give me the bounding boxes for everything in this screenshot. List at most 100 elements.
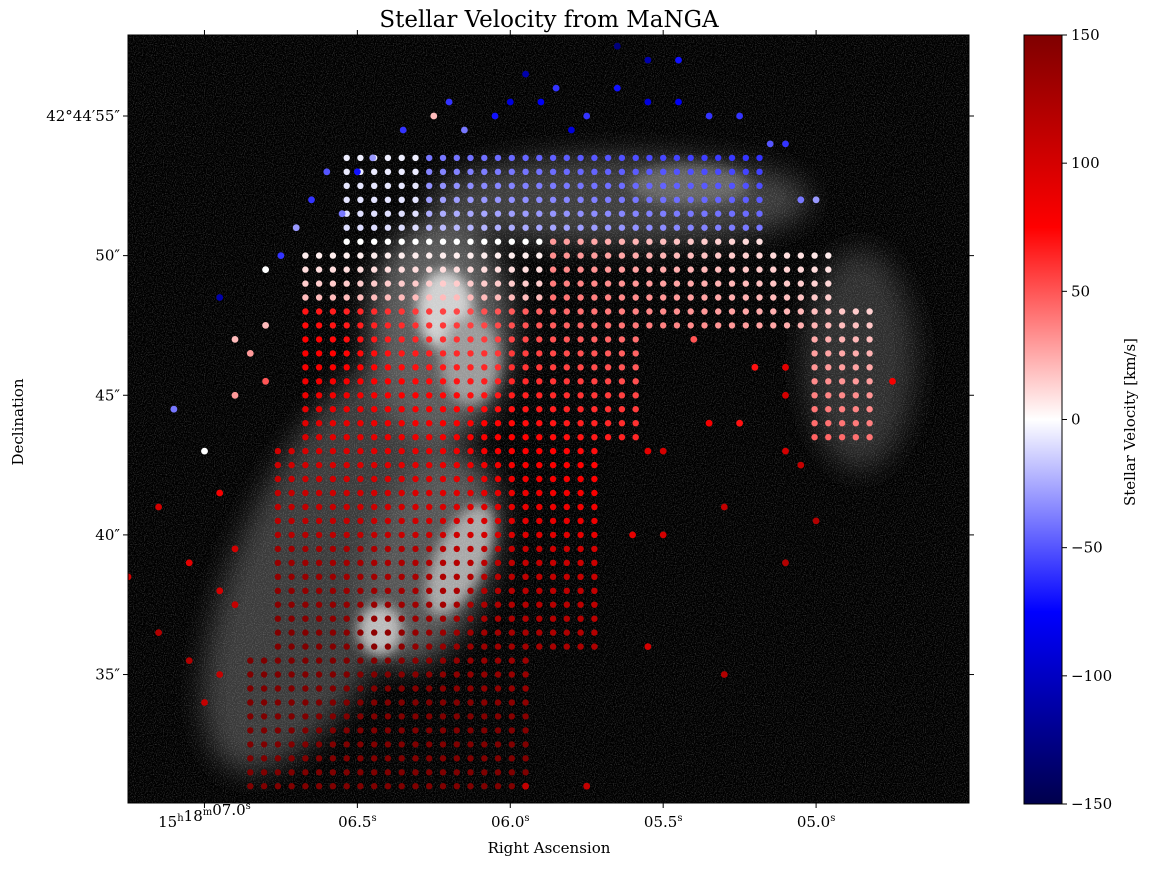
velocity-point xyxy=(357,364,364,371)
velocity-point xyxy=(329,489,337,497)
velocity-point xyxy=(632,406,639,413)
velocity-point xyxy=(549,378,557,385)
velocity-point xyxy=(838,322,846,329)
velocity-point xyxy=(577,420,584,427)
velocity-point xyxy=(343,615,350,622)
velocity-point xyxy=(577,266,584,273)
velocity-point xyxy=(371,475,378,483)
plot-frame xyxy=(127,34,970,804)
velocity-point xyxy=(453,420,460,427)
velocity-point xyxy=(687,210,694,217)
velocity-point xyxy=(384,587,392,594)
velocity-point xyxy=(412,238,419,245)
velocity-point xyxy=(508,783,515,790)
velocity-point xyxy=(866,350,873,357)
velocity-point xyxy=(577,461,584,469)
velocity-point xyxy=(384,517,392,525)
velocity-point xyxy=(343,238,350,245)
velocity-point xyxy=(522,252,529,259)
velocity-point xyxy=(522,489,529,497)
velocity-point xyxy=(577,308,584,315)
velocity-point xyxy=(467,685,474,692)
velocity-point xyxy=(371,489,378,497)
velocity-point xyxy=(577,294,584,301)
velocity-point xyxy=(494,559,502,566)
velocity-point xyxy=(577,196,584,203)
velocity-point xyxy=(467,601,474,608)
velocity-point xyxy=(494,769,502,776)
velocity-point xyxy=(384,741,392,748)
velocity-point xyxy=(247,685,254,692)
velocity-point xyxy=(288,517,295,525)
velocity-point xyxy=(481,615,488,622)
velocity-point xyxy=(783,280,791,287)
velocity-point xyxy=(715,294,722,301)
velocity-point xyxy=(357,238,364,245)
velocity-point xyxy=(412,489,419,497)
velocity-point xyxy=(577,601,584,608)
velocity-point xyxy=(371,741,378,748)
x-axis-label: Right Ascension xyxy=(488,839,611,857)
velocity-point xyxy=(371,629,378,636)
velocity-point xyxy=(453,224,460,231)
velocity-point xyxy=(453,755,460,762)
velocity-point xyxy=(613,42,621,50)
velocity-point xyxy=(797,294,804,301)
velocity-point xyxy=(604,252,612,259)
velocity-point xyxy=(481,196,488,203)
velocity-point xyxy=(494,783,502,790)
velocity-point xyxy=(288,783,295,790)
velocity-point xyxy=(323,168,331,176)
velocity-point xyxy=(288,713,295,720)
velocity-point xyxy=(522,461,529,469)
velocity-point xyxy=(632,364,639,371)
velocity-point xyxy=(811,336,818,343)
velocity-point xyxy=(398,378,405,385)
velocity-point xyxy=(398,420,405,427)
velocity-point xyxy=(494,699,502,706)
velocity-point xyxy=(549,196,557,203)
velocity-point xyxy=(736,112,743,120)
velocity-point xyxy=(687,308,694,315)
velocity-point xyxy=(384,392,392,399)
velocity-point xyxy=(315,671,323,678)
velocity-point xyxy=(467,503,474,511)
velocity-point xyxy=(439,601,447,608)
velocity-point xyxy=(549,587,557,594)
velocity-point xyxy=(412,210,419,217)
velocity-point xyxy=(315,434,323,441)
velocity-point xyxy=(604,322,612,329)
velocity-point xyxy=(439,350,447,357)
velocity-point xyxy=(604,378,612,385)
velocity-point xyxy=(646,196,653,203)
velocity-point xyxy=(357,713,364,720)
velocity-point xyxy=(618,294,626,301)
velocity-point xyxy=(494,671,502,678)
velocity-point xyxy=(508,587,515,594)
velocity-point xyxy=(343,741,350,748)
velocity-point xyxy=(398,657,405,664)
velocity-point xyxy=(481,294,488,301)
velocity-point xyxy=(329,643,337,650)
velocity-point xyxy=(825,266,832,273)
velocity-point xyxy=(398,741,405,748)
velocity-point xyxy=(426,545,433,553)
velocity-point xyxy=(536,615,543,622)
velocity-point xyxy=(536,252,543,259)
velocity-point xyxy=(329,671,337,678)
velocity-point xyxy=(481,461,488,469)
velocity-point xyxy=(439,769,447,776)
velocity-point xyxy=(467,783,474,790)
velocity-point xyxy=(644,643,652,650)
velocity-point xyxy=(260,755,268,762)
velocity-point xyxy=(384,238,392,245)
velocity-point xyxy=(632,238,639,245)
velocity-point xyxy=(536,531,543,539)
velocity-point xyxy=(522,378,529,385)
velocity-point xyxy=(660,182,667,189)
velocity-point xyxy=(302,741,309,748)
velocity-point xyxy=(481,280,488,287)
velocity-point xyxy=(536,629,543,636)
velocity-point xyxy=(522,447,529,455)
velocity-point xyxy=(315,406,323,413)
